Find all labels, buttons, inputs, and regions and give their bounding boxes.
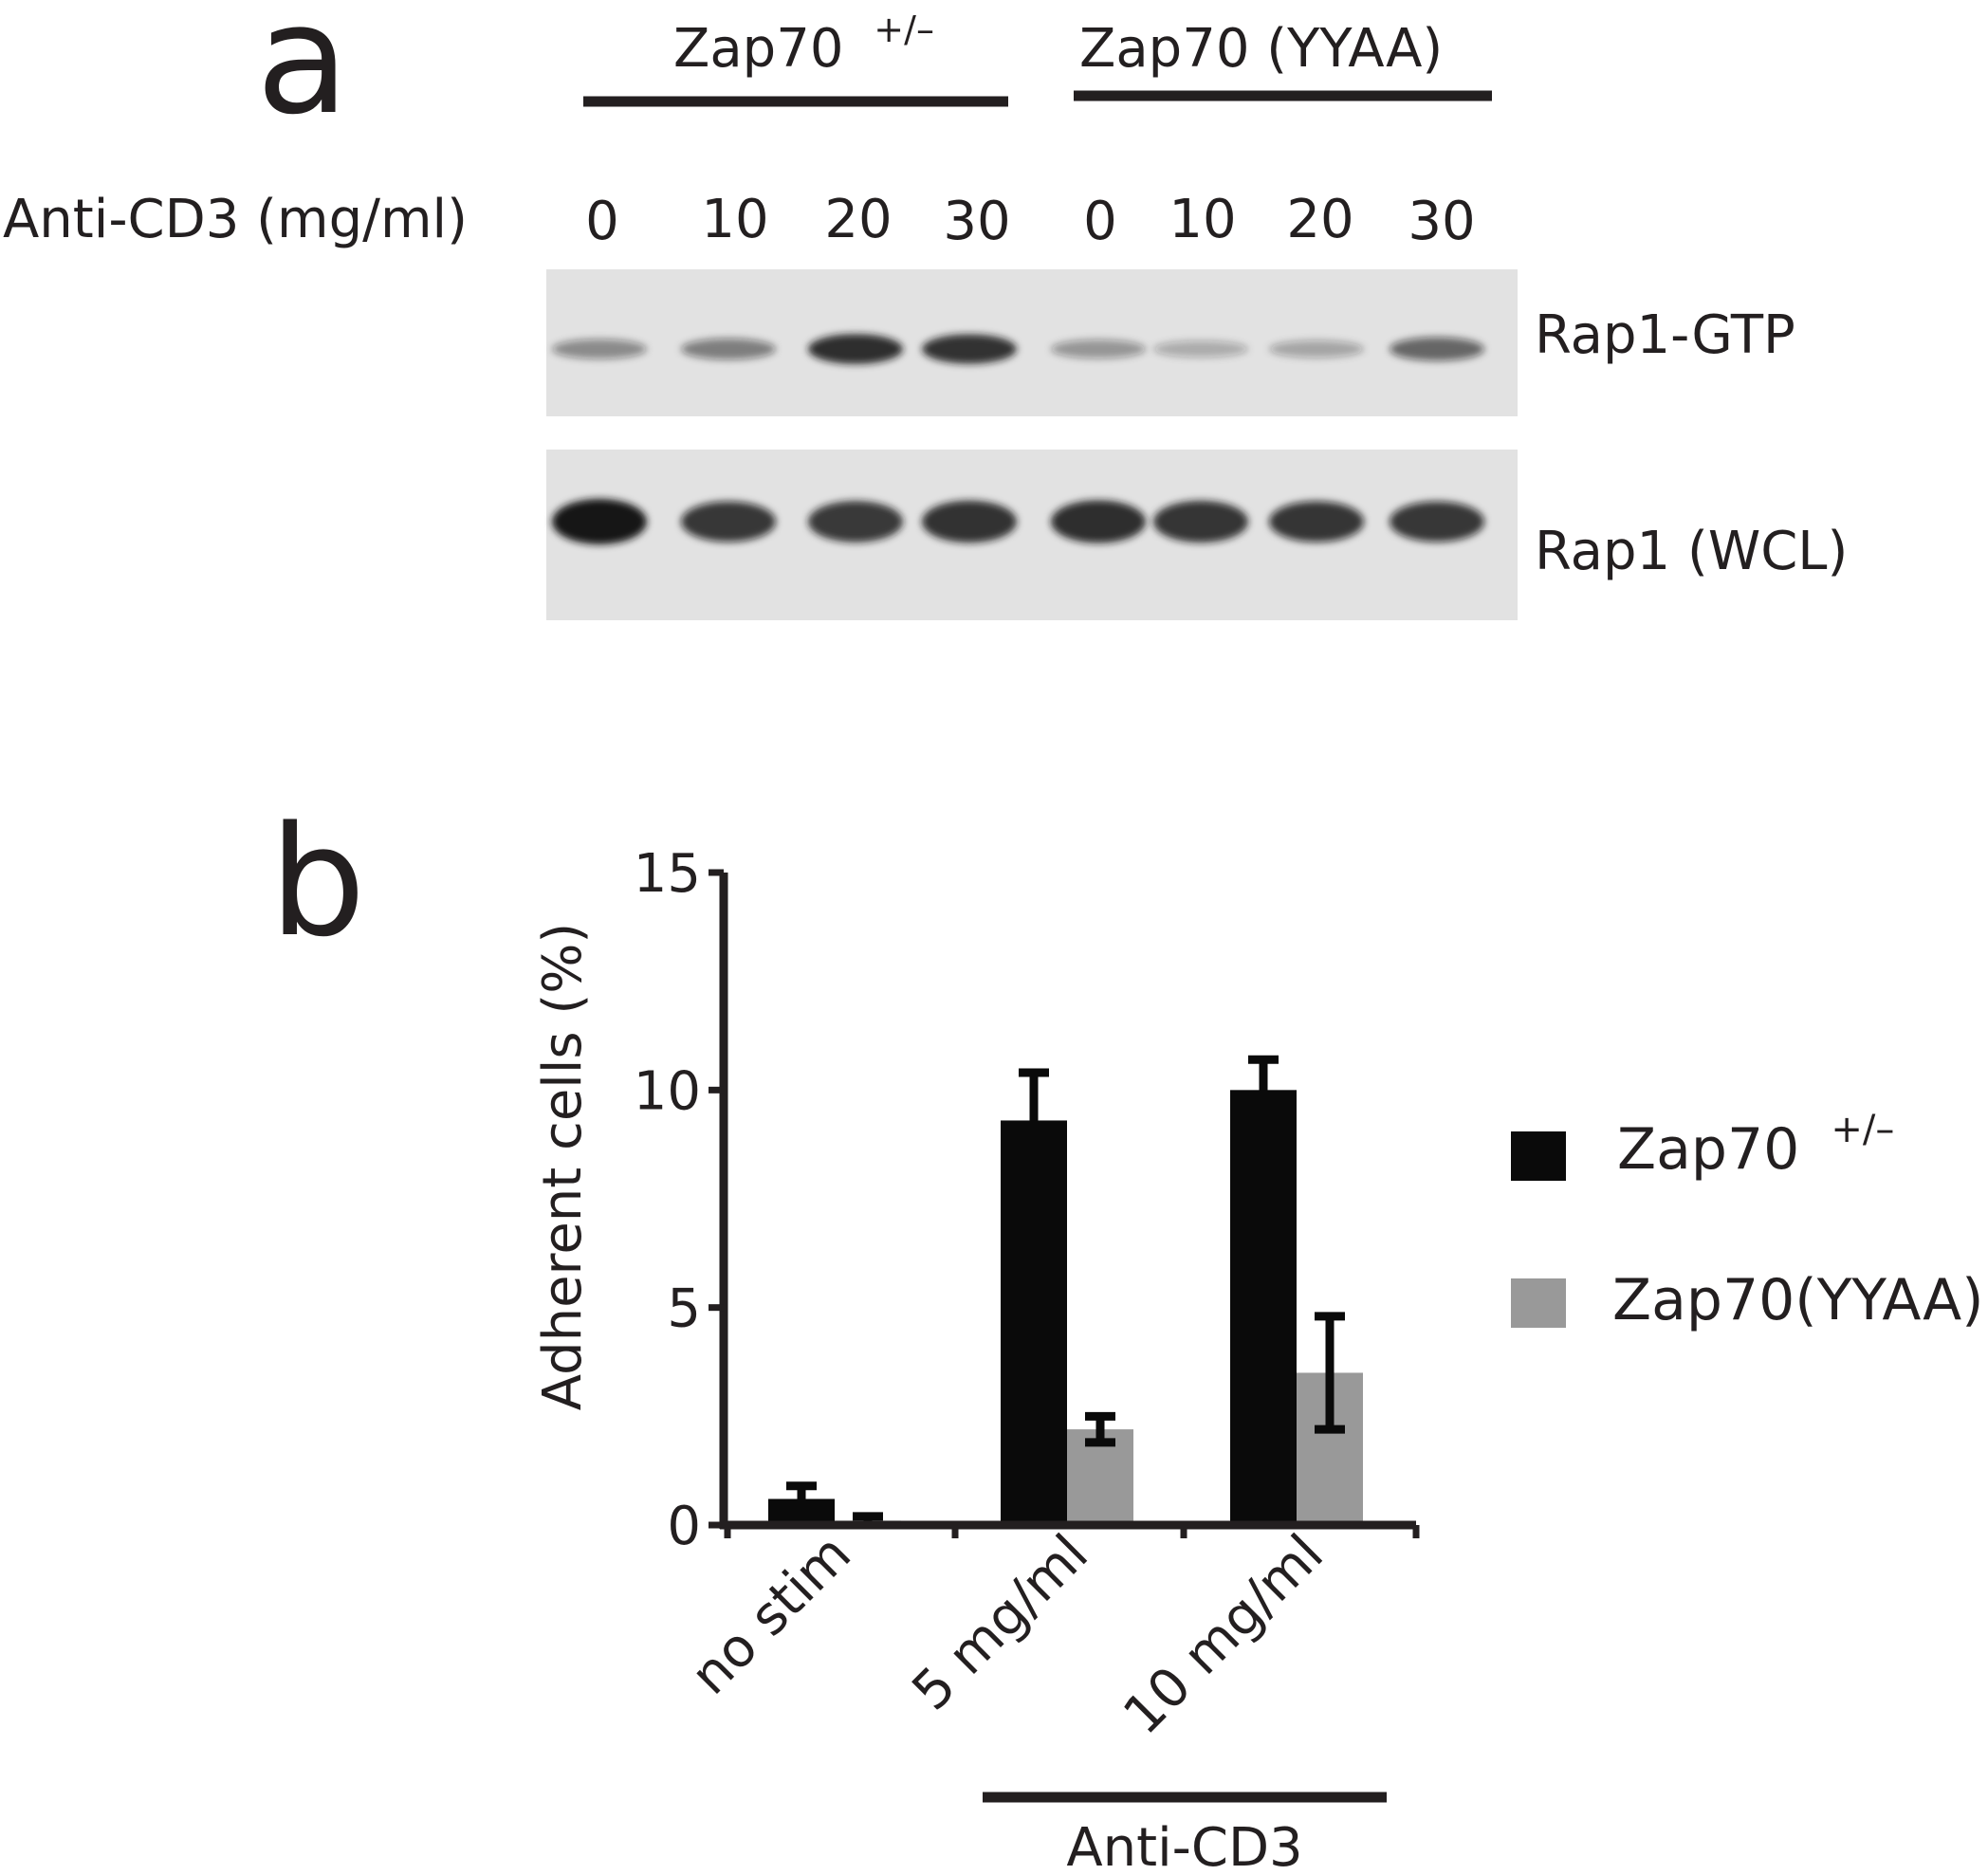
y-tick-label: 0 [667,1496,701,1557]
blot-rap1-wcl [546,450,1518,620]
x-tick-label: no stim [679,1523,863,1707]
blot-band [1051,500,1146,543]
blot-band [1390,501,1484,542]
lane-label: 20 [1286,189,1353,250]
bar-black-5-mgml [1001,1120,1067,1525]
anti-cd3-row-label: Anti-CD3 (mg/ml) [3,189,468,250]
blot-band [552,499,647,544]
blot-band [808,501,903,542]
legend-label-zap70-yyaa: Zap70(YYAA) [1612,1267,1984,1333]
group-label-zap70-het-superscript: +/– [874,9,934,50]
group-label-zap70-het-base: Zap70 [673,18,843,80]
panel-a-letter: a [256,0,349,148]
blot-band [922,500,1017,543]
lane-label: 0 [1083,191,1117,252]
blot-band [681,338,776,360]
x-axis: no stim 5 mg/ml 10 mg/ml [679,1520,1420,1747]
legend-label-zap70-het-superscript: +/– [1831,1108,1894,1151]
blot-band [1153,500,1248,543]
group-label-zap70-yyaa: Zap70 (YYAA) [1079,18,1443,80]
blot-rap1-gtp [546,269,1518,416]
legend-label-zap70-het: Zap70 +/– [1617,1108,1894,1183]
lane-labels: 0 10 20 30 0 10 20 30 [585,189,1475,252]
lane-label: 0 [585,191,619,252]
x-tick-label: 10 mg/ml [1112,1523,1335,1747]
blot-band [808,334,903,364]
blot-rap1-gtp-bands [552,334,1484,364]
bar-black-10-mgml [1230,1090,1297,1525]
legend-swatch-zap70-yyaa [1511,1278,1566,1328]
blot-band [1269,340,1364,358]
legend-label-zap70-het-base: Zap70 [1617,1116,1799,1183]
blot-rap1-wcl-bands [552,499,1484,544]
lane-label: 10 [1169,189,1236,250]
lane-label: 30 [943,191,1010,252]
blot-band [1390,337,1484,361]
blot-label-rap1-gtp: Rap1-GTP [1535,304,1795,366]
anti-cd3-group-label: Anti-CD3 [1066,1817,1302,1875]
lane-label: 20 [824,189,892,250]
blot-rap1-wcl-membrane [546,450,1518,620]
panel-b-letter: b [269,793,366,970]
blot-band [1051,340,1146,358]
y-tick-label: 15 [634,843,701,905]
panel-a: a Zap70 +/– Zap70 (YYAA) Anti-CD3 (mg/ml… [3,0,1848,620]
y-tick-label: 5 [667,1278,701,1340]
panel-b: b Adherent cells (%) 0 5 10 15 no stim 5 mg/… [269,793,1984,1875]
blot-band [1153,340,1248,358]
blot-band [552,339,647,359]
y-axis: 0 5 10 15 [634,843,728,1557]
blot-band [1269,501,1364,542]
legend-swatch-zap70-het [1511,1131,1566,1181]
bar-series [768,1055,1363,1530]
y-tick-label: 10 [634,1060,701,1122]
x-tick-label: 5 mg/ml [901,1523,1100,1722]
blot-label-rap1-wcl: Rap1 (WCL) [1535,521,1848,582]
lane-label: 10 [701,189,768,250]
group-label-zap70-het: Zap70 +/– [673,9,934,80]
lane-label: 30 [1408,191,1475,252]
legend: Zap70 +/– Zap70(YYAA) [1511,1108,1984,1333]
blot-band [681,501,776,542]
blot-band [922,334,1017,364]
y-axis-title: Adherent cells (%) [532,923,594,1411]
